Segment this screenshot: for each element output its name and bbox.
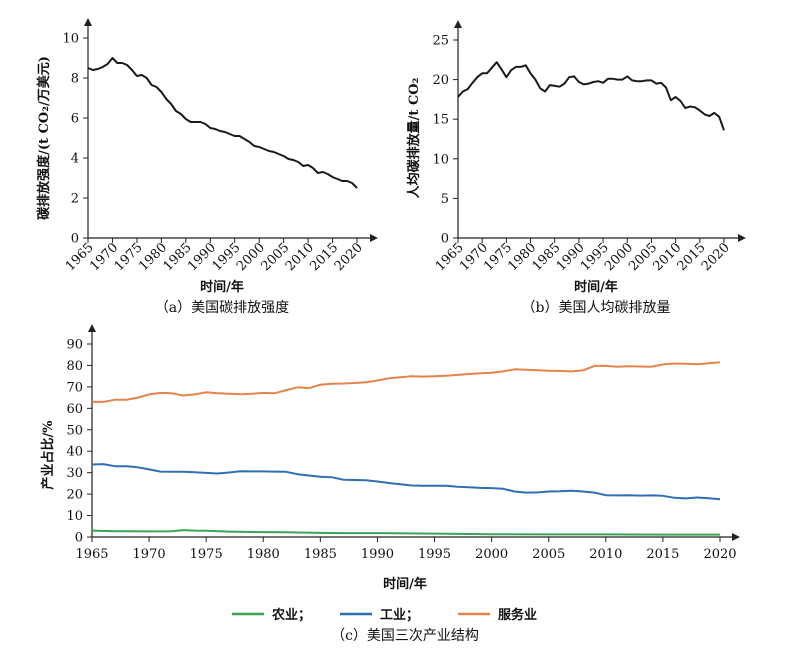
y-tick-label: 0 — [75, 531, 83, 546]
x-tick-label: 1970 — [133, 547, 166, 562]
y-axis-arrow — [84, 18, 92, 26]
series-line-0 — [87, 57, 358, 189]
x-tick-label: 1965 — [75, 547, 108, 562]
x-tick-label: 1990 — [361, 547, 394, 562]
y-tick-label: 90 — [66, 338, 83, 353]
x-axis-arrow — [738, 234, 746, 242]
x-tick-label: 2000 — [475, 547, 508, 562]
x-tick-label: 1985 — [304, 547, 337, 562]
y-axis-arrow — [454, 20, 462, 28]
y-tick-label: 15 — [432, 113, 449, 128]
x-tick-label: 2020 — [703, 547, 736, 562]
x-tick-label: 2015 — [646, 547, 679, 562]
y-axis-label: 产业占比/% — [40, 420, 56, 490]
series-line-2 — [92, 361, 721, 403]
x-axis-arrow — [370, 234, 378, 242]
y-tick-label: 8 — [71, 72, 79, 87]
x-tick-label: 2020 — [332, 240, 366, 274]
y-tick-label: 10 — [432, 152, 449, 167]
legend-label: 服务业 — [498, 607, 537, 623]
y-axis-label: 人均碳排放量/t CO₂ — [406, 78, 422, 199]
y-tick-label: 6 — [71, 112, 79, 127]
x-axis-arrow — [732, 533, 740, 541]
chart-caption: （c）美国三次产业结构 — [331, 628, 479, 644]
x-tick-label: 1980 — [247, 547, 280, 562]
legend: 农业； 工业； 服务业 — [232, 607, 537, 623]
legend-label: 工业； — [380, 607, 419, 623]
y-tick-label: 0 — [71, 232, 79, 247]
y-tick-label: 10 — [62, 32, 79, 47]
y-tick-label: 25 — [432, 34, 449, 49]
y-tick-label: 2 — [71, 192, 79, 207]
y-tick-label: 10 — [66, 509, 83, 524]
y-tick-label: 5 — [441, 192, 449, 207]
x-axis-label: 时间/年 — [574, 279, 618, 295]
series-line-0 — [91, 529, 720, 536]
x-axis-label: 时间/年 — [383, 576, 427, 592]
y-tick-label: 30 — [66, 466, 83, 481]
chart-1: 0510152025196519701975198019851990199520… — [406, 20, 746, 316]
chart-caption: （b）美国人均碳排放量 — [522, 300, 671, 316]
x-tick-label: 2005 — [532, 547, 565, 562]
x-axis-label: 时间/年 — [200, 279, 244, 295]
y-tick-label: 20 — [66, 488, 83, 503]
y-tick-label: 40 — [66, 445, 83, 460]
x-tick-label: 1995 — [418, 547, 451, 562]
x-tick-label: 2010 — [589, 547, 622, 562]
chart-0: 0246810196519701975198019851990199520002… — [36, 18, 378, 316]
series-line-1 — [91, 463, 721, 501]
x-tick-label: 2020 — [699, 240, 733, 274]
y-tick-label: 50 — [66, 423, 83, 438]
y-tick-label: 0 — [441, 232, 449, 247]
y-axis-label: 碳排放强度/(t CO₂/万美元) — [36, 56, 52, 220]
y-axis-arrow — [88, 324, 96, 332]
legend-label: 农业； — [271, 607, 311, 623]
x-tick-label: 1975 — [190, 547, 223, 562]
y-tick-label: 20 — [432, 73, 449, 88]
series-line-0 — [457, 61, 725, 131]
y-tick-label: 80 — [66, 359, 83, 374]
y-tick-label: 70 — [66, 380, 83, 395]
chart-2: 0 10 20 30 40 50 60 70 80 90 1965 1970 1975 1980 1985 1… — [40, 324, 740, 644]
y-tick-label: 60 — [66, 402, 83, 417]
y-tick-label: 4 — [71, 152, 79, 167]
chart-caption: （a）美国碳排放强度 — [155, 300, 289, 316]
